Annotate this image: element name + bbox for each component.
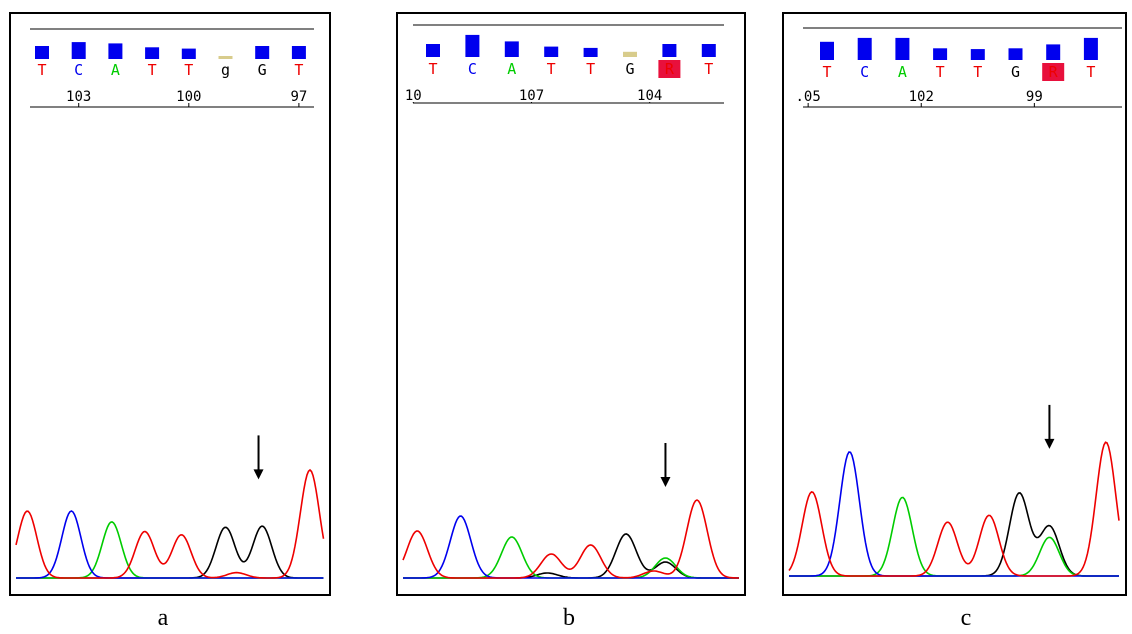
quality-bar	[1008, 48, 1023, 60]
quality-bar	[71, 42, 86, 59]
position-label: 10	[405, 88, 422, 104]
quality-bar	[504, 41, 519, 57]
base-call: G	[1011, 63, 1020, 81]
quality-bar	[701, 44, 716, 57]
position-label: 103	[66, 89, 91, 105]
panel-frame	[9, 12, 331, 596]
base-call: C	[468, 60, 477, 78]
base-call: R	[665, 60, 675, 78]
panel-caption: c	[961, 605, 972, 631]
quality-bar	[623, 51, 637, 57]
base-call: g	[221, 61, 230, 79]
base-call: C	[860, 63, 869, 81]
base-call: T	[704, 60, 713, 78]
quality-bar	[35, 46, 49, 59]
base-call: T	[428, 60, 437, 78]
base-call: T	[294, 61, 303, 79]
quality-bar	[1083, 37, 1098, 60]
base-call: T	[936, 63, 945, 81]
ambiguous-base-highlight	[658, 60, 681, 78]
ambiguous-base-highlight	[1042, 63, 1065, 81]
base-call: T	[148, 61, 157, 79]
panel-c: T C A T T G R T.05 102 99c	[782, 12, 1127, 631]
position-label: 107	[519, 88, 544, 104]
base-call: G	[258, 61, 267, 79]
quality-bar	[218, 56, 233, 59]
base-call: T	[973, 63, 982, 81]
quality-bar	[145, 47, 160, 59]
quality-bar	[820, 41, 834, 60]
arrow-down-icon	[1044, 438, 1055, 449]
quality-bar	[181, 48, 196, 59]
quality-bar	[291, 46, 306, 59]
base-call: G	[625, 60, 634, 78]
trace-c	[403, 515, 739, 579]
position-label: 97	[290, 89, 307, 105]
position-label: 100	[176, 89, 201, 105]
base-call: R	[1049, 63, 1059, 81]
arrow-down-icon	[253, 469, 264, 480]
quality-bar	[108, 43, 123, 59]
panel-caption: b	[563, 605, 575, 631]
quality-bar	[544, 46, 559, 57]
base-call: A	[111, 61, 120, 79]
position-label: 104	[637, 88, 662, 104]
quality-bar	[970, 49, 985, 60]
base-call: T	[822, 63, 831, 81]
quality-bar	[465, 34, 480, 57]
quality-bar	[426, 44, 440, 57]
base-call: T	[37, 61, 46, 79]
base-call: A	[507, 60, 516, 78]
trace-t	[402, 499, 739, 579]
position-label: 99	[1026, 89, 1043, 105]
panel-caption: a	[158, 605, 169, 631]
arrow-down-icon	[660, 477, 671, 487]
base-call: T	[586, 60, 595, 78]
panel-frame	[396, 12, 746, 596]
quality-bar	[583, 47, 598, 57]
panel-frame	[782, 12, 1127, 596]
position-label: 102	[909, 89, 934, 105]
position-label: .05	[796, 89, 821, 105]
panel-b: T C A T T G R T 10 107 104 b	[396, 12, 746, 631]
base-call: T	[547, 60, 556, 78]
base-call: C	[74, 61, 83, 79]
base-call: T	[1086, 63, 1095, 81]
quality-bar	[1046, 44, 1061, 60]
quality-bar	[933, 48, 948, 60]
quality-bar	[662, 44, 677, 57]
quality-bar	[255, 46, 270, 59]
quality-bar	[857, 37, 872, 60]
base-call: A	[898, 63, 907, 81]
quality-bar	[895, 37, 910, 60]
base-call: T	[184, 61, 193, 79]
trace-t	[15, 468, 325, 579]
trace-t	[788, 441, 1120, 577]
